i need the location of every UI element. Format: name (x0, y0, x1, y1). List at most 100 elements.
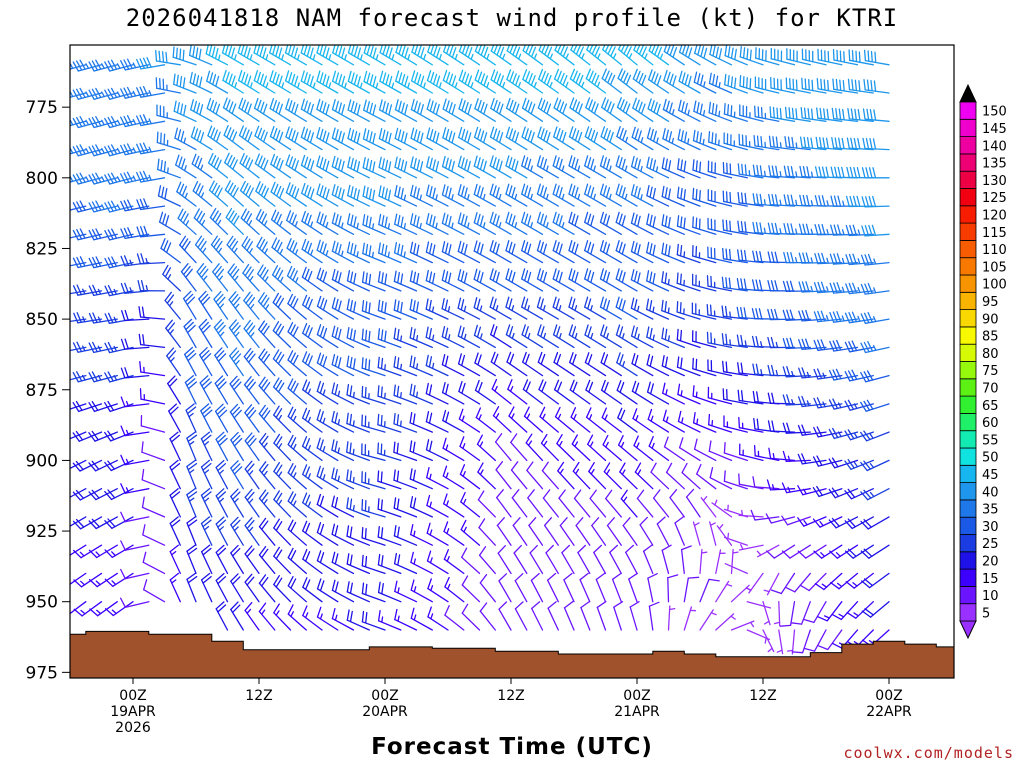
barb-feather (184, 293, 194, 303)
barb-half-feather (116, 119, 121, 126)
barb-feather (410, 127, 415, 139)
wind-barb (72, 116, 103, 129)
barb-feather (290, 380, 297, 392)
barb-half-feather (201, 219, 206, 226)
barb-staff (780, 572, 796, 595)
wind-barb (183, 318, 197, 349)
barb-feather (579, 572, 589, 581)
wind-barb (120, 338, 150, 350)
barb-feather (217, 463, 227, 472)
wind-barb (722, 190, 748, 207)
barb-feather (558, 489, 566, 499)
barb-feather (542, 243, 548, 255)
wind-barb (715, 580, 733, 603)
barb-feather (541, 45, 546, 54)
wind-barb (575, 517, 591, 546)
wind-barb (441, 269, 465, 292)
barb-feather (218, 409, 228, 419)
barb-feather (461, 603, 469, 614)
barb-feather (72, 117, 79, 129)
barb-feather (738, 416, 741, 429)
barb-half-feather (184, 192, 188, 199)
barb-feather (496, 45, 502, 56)
barb-feather (287, 350, 294, 361)
barb-feather (91, 88, 99, 99)
wind-barb (589, 489, 607, 518)
barb-feather (225, 207, 233, 219)
wind-barb (409, 327, 433, 349)
barb-feather (347, 45, 352, 54)
barb-feather (781, 482, 788, 494)
barb-feather (490, 351, 496, 363)
barb-staff (678, 447, 701, 462)
barb-feather (273, 518, 280, 529)
barb-feather (190, 126, 196, 138)
barb-feather (445, 71, 451, 83)
barb-feather (432, 187, 436, 200)
barb-feather (316, 70, 321, 82)
wind-barb (169, 431, 181, 462)
barb-feather (349, 610, 353, 623)
barb-feather (142, 551, 147, 563)
barb-feather (410, 523, 414, 536)
barb-feather (530, 75, 536, 86)
barb-feather (448, 130, 453, 142)
barb-feather (72, 202, 79, 213)
barb-staff (669, 496, 685, 518)
wind-barb (243, 319, 260, 349)
barb-feather (350, 186, 354, 198)
barb-staff (70, 64, 71, 66)
barb-half-feather (337, 475, 340, 482)
barb-feather (524, 128, 529, 140)
barb-half-feather (281, 54, 284, 61)
barb-feather (400, 273, 404, 285)
barb-feather (306, 73, 311, 86)
barb-feather (190, 99, 194, 111)
barb-feather (601, 68, 607, 80)
wind-barb (680, 545, 692, 575)
barb-half-feather (795, 199, 798, 207)
barb-feather (141, 306, 145, 318)
barb-feather (753, 444, 756, 457)
barb-feather (798, 339, 803, 351)
barb-feather (639, 516, 648, 526)
barb-feather (811, 79, 814, 92)
barb-feather (347, 156, 351, 168)
barb-feather (496, 73, 502, 85)
barb-feather (529, 544, 538, 554)
wind-barb (599, 268, 622, 292)
barb-half-feather (593, 193, 596, 200)
barb-half-feather (202, 275, 208, 281)
wind-barb (707, 160, 733, 179)
wind-barb (737, 249, 764, 264)
wind-barb (377, 413, 402, 433)
barb-feather (197, 185, 204, 196)
wind-barb (200, 544, 213, 575)
barb-feather (508, 185, 513, 197)
barb-feather (244, 488, 253, 498)
barb-feather (104, 257, 111, 269)
barb-feather (176, 101, 180, 114)
wind-barb (599, 183, 622, 207)
wind-barb (816, 78, 843, 94)
barb-feather (409, 213, 414, 225)
barb-feather (492, 326, 498, 338)
barb-staff (559, 524, 575, 546)
barb-feather (441, 241, 446, 253)
wind-barb (529, 544, 544, 575)
wind-barb (692, 216, 717, 235)
wind-barb (410, 551, 433, 575)
wind-barb (460, 491, 481, 518)
barb-feather (269, 70, 274, 82)
barb-feather (230, 601, 239, 611)
barb-feather (791, 107, 795, 120)
barb-half-feather (624, 165, 628, 172)
barb-feather (527, 215, 532, 227)
wind-barb (104, 459, 134, 472)
barb-feather (289, 240, 295, 251)
barb-feather (525, 381, 531, 393)
barb-feather (680, 159, 683, 171)
barb-half-feather (514, 222, 518, 229)
barb-half-feather (97, 374, 102, 381)
wind-barb (721, 276, 748, 292)
